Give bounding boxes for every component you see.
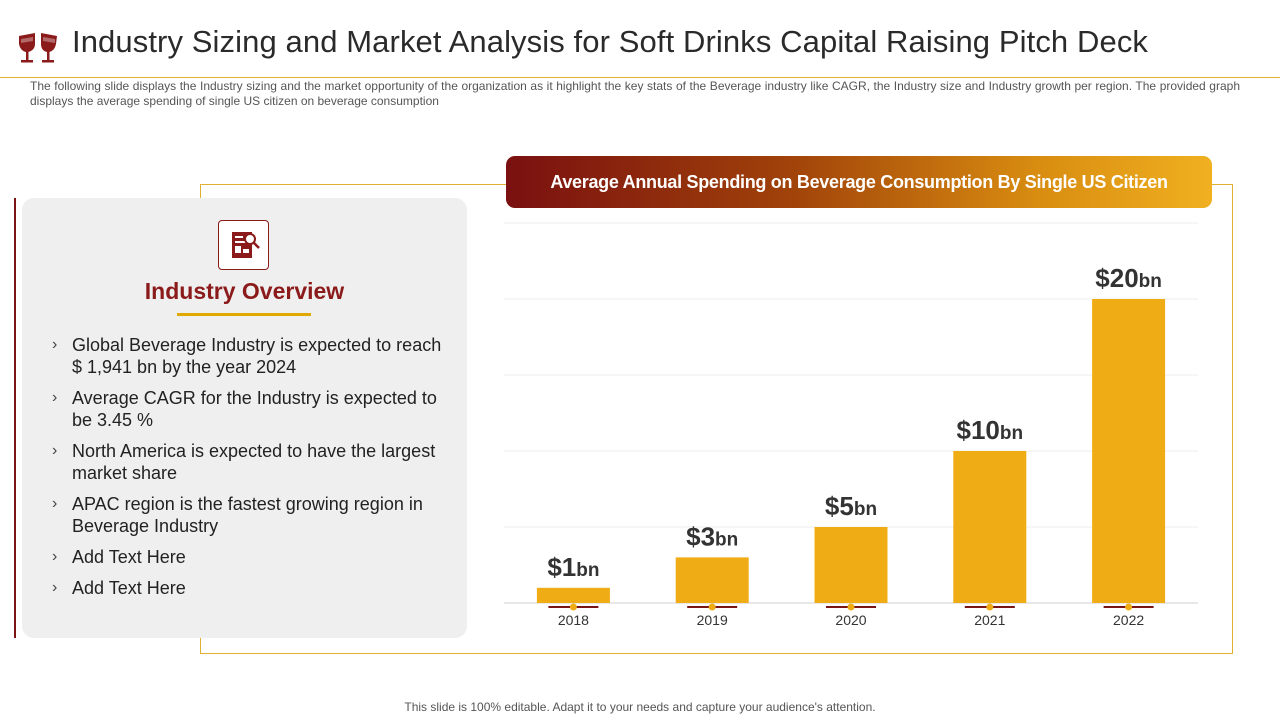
spending-bar-chart: 2018 $1bn 2019 $3bn 2020 $5bn 2021 $10bn 2022 $20… <box>490 220 1210 640</box>
chart-title: Average Annual Spending on Beverage Cons… <box>550 172 1168 192</box>
axis-marker-dot <box>569 603 577 611</box>
data-label: $5bn <box>825 491 877 521</box>
title-bar: Industry Sizing and Market Analysis for … <box>0 0 1280 78</box>
chevron-right-icon: › <box>52 442 58 459</box>
x-tick-label: 2021 <box>974 612 1005 628</box>
list-item: › North America is expected to have the l… <box>52 441 436 483</box>
title-underline <box>177 313 311 316</box>
data-label: $10bn <box>956 415 1023 445</box>
chevron-right-icon: › <box>52 548 58 565</box>
page-title: Industry Sizing and Market Analysis for … <box>72 24 1149 59</box>
axis-marker-dot <box>708 603 716 611</box>
axis-marker-dot <box>847 603 855 611</box>
bar-chart-svg: 2018 $1bn 2019 $3bn 2020 $5bn 2021 $10bn 2022 $20… <box>504 222 1198 628</box>
accent-line <box>14 198 16 638</box>
chevron-right-icon: › <box>52 389 58 406</box>
slide-description: The following slide displays the Industr… <box>30 79 1240 108</box>
list-item: › Add Text Here <box>52 578 186 598</box>
axis-marker-dot <box>1125 603 1133 611</box>
bar <box>536 587 610 603</box>
list-item: › Add Text Here <box>52 547 186 567</box>
x-tick-label: 2019 <box>697 612 728 628</box>
list-item: › Global Beverage Industry is expected to… <box>52 335 442 377</box>
list-item: › Average CAGR for the Industry is expect… <box>52 388 437 430</box>
chevron-right-icon: › <box>52 336 58 353</box>
axis-marker-dot <box>986 603 994 611</box>
overview-title: Industry Overview <box>144 278 345 304</box>
bar <box>953 451 1027 603</box>
industry-overview-panel: Industry Overview › Global Beverage Indus… <box>22 198 467 638</box>
bar <box>675 557 749 603</box>
report-magnifier-icon <box>218 220 269 270</box>
data-label: $1bn <box>547 552 599 582</box>
chevron-right-icon: › <box>52 495 58 512</box>
footer-note: This slide is 100% editable. Adapt it to… <box>404 700 876 714</box>
data-label: $3bn <box>686 521 738 551</box>
data-label: $20bn <box>1095 263 1162 293</box>
chevron-right-icon: › <box>52 579 58 596</box>
x-tick-label: 2020 <box>835 612 866 628</box>
chart-title-banner: Average Annual Spending on Beverage Cons… <box>506 156 1212 208</box>
overview-list: › Global Beverage Industry is expected to… <box>52 334 452 608</box>
x-tick-label: 2018 <box>558 612 589 628</box>
wine-glasses-icon <box>19 33 57 63</box>
bar <box>1092 299 1166 603</box>
list-item: › APAC region is the fastest growing regi… <box>52 494 423 536</box>
x-tick-label: 2022 <box>1113 612 1144 628</box>
bar <box>814 527 888 603</box>
